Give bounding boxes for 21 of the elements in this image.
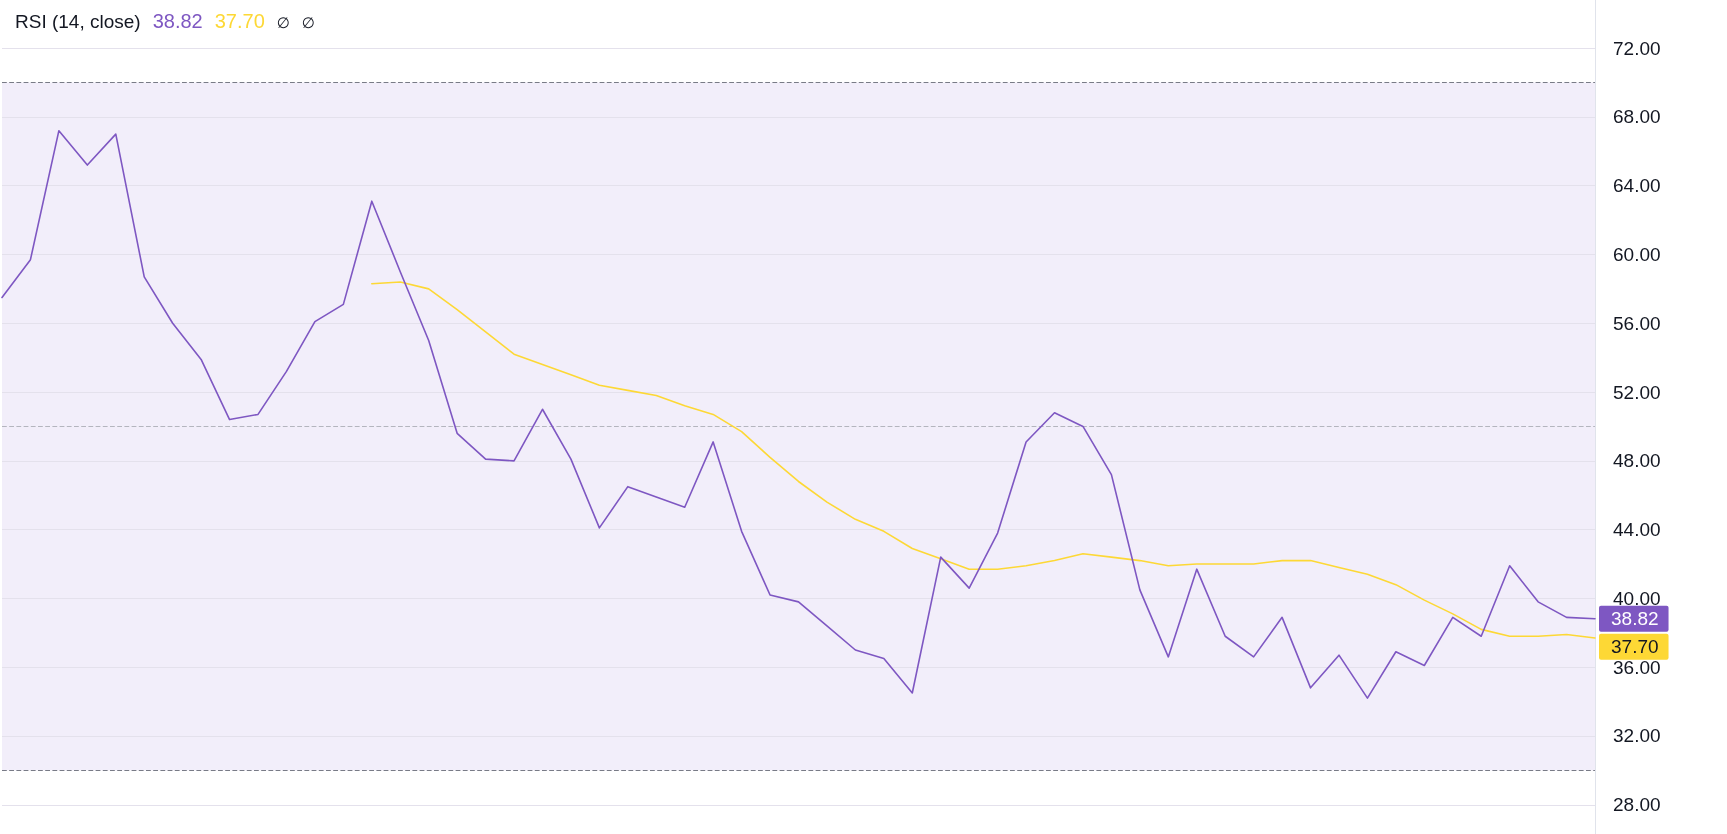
y-tick-label: 36.00 bbox=[1613, 656, 1661, 678]
y-tick-label: 48.00 bbox=[1613, 450, 1661, 472]
y-tick-label: 72.00 bbox=[1613, 37, 1661, 59]
line-series bbox=[371, 281, 1596, 639]
annotation: ∅ bbox=[276, 14, 290, 31]
data-label: 37.70 bbox=[1611, 636, 1659, 658]
y-tick-label: 32.00 bbox=[1613, 725, 1661, 747]
annotation: ∅ bbox=[301, 14, 315, 31]
y-tick-label: 68.00 bbox=[1613, 106, 1661, 128]
y-tick-label: 52.00 bbox=[1613, 381, 1661, 403]
text: 38.82 bbox=[152, 10, 203, 32]
text: 37.70 bbox=[214, 10, 265, 32]
y-tick-label: 40.00 bbox=[1613, 587, 1661, 609]
line-series bbox=[1, 129, 1596, 699]
data-label: 38.82 bbox=[1611, 608, 1659, 630]
y-tick-label: 44.00 bbox=[1613, 519, 1661, 541]
y-tick-label: 64.00 bbox=[1613, 175, 1661, 197]
y-tick-label: 28.00 bbox=[1613, 794, 1661, 816]
y-tick-label: 56.00 bbox=[1613, 312, 1661, 334]
y-tick-label: 60.00 bbox=[1613, 244, 1661, 265]
text: RSI (14, close) bbox=[15, 11, 141, 32]
